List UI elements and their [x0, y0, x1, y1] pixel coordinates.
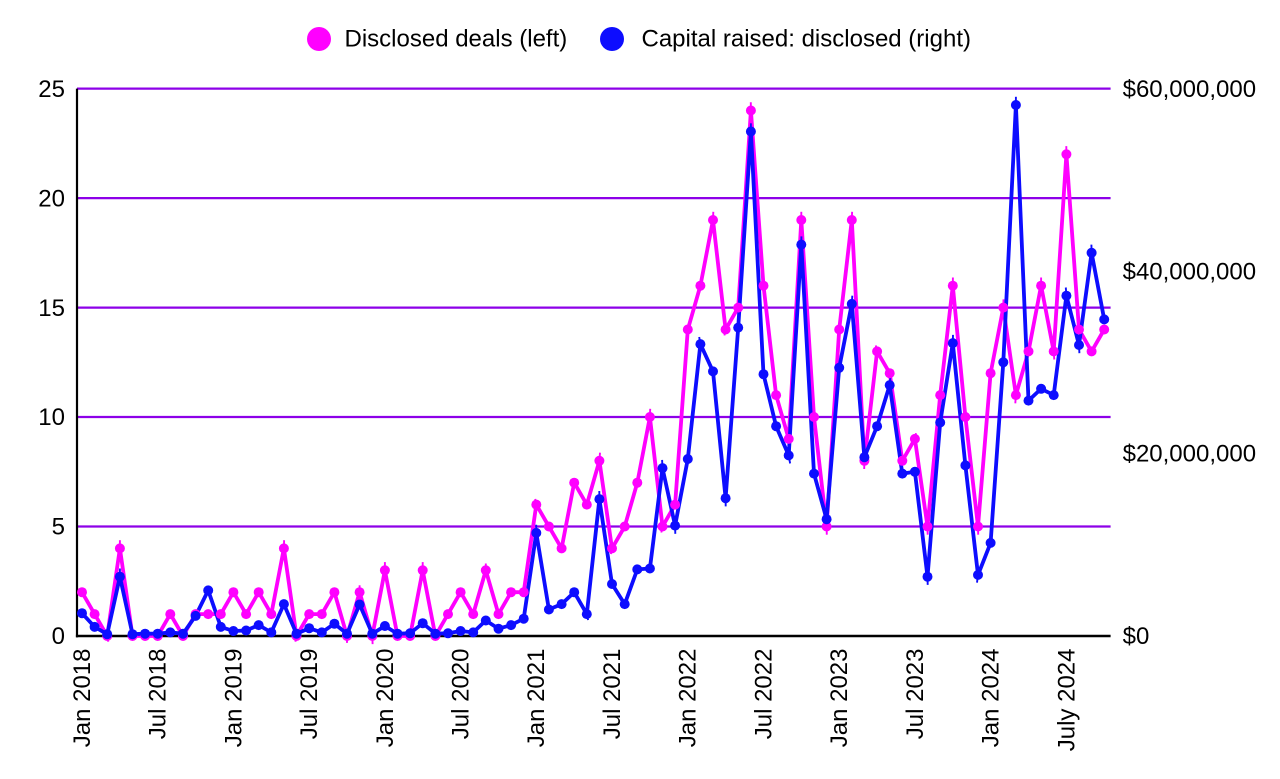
svg-text:$60,000,000: $60,000,000 — [1123, 76, 1256, 103]
svg-text:Jan 2020: Jan 2020 — [372, 649, 399, 748]
svg-text:Jul 2022: Jul 2022 — [750, 649, 777, 740]
svg-text:Jul 2020: Jul 2020 — [448, 649, 475, 740]
svg-text:Jul 2021: Jul 2021 — [599, 649, 626, 740]
svg-text:Disclosed deals (left): Disclosed deals (left) — [345, 25, 568, 52]
svg-text:Jul 2023: Jul 2023 — [902, 649, 929, 740]
svg-text:Capital raised: disclosed (rig: Capital raised: disclosed (right) — [642, 25, 971, 52]
svg-text:Jul 2018: Jul 2018 — [145, 649, 172, 740]
svg-text:Jan 2024: Jan 2024 — [978, 649, 1005, 748]
svg-text:20: 20 — [38, 185, 65, 212]
svg-text:$40,000,000: $40,000,000 — [1123, 258, 1256, 285]
svg-text:Jul 2019: Jul 2019 — [296, 649, 323, 740]
svg-text:$0: $0 — [1123, 623, 1150, 650]
svg-text:5: 5 — [52, 514, 65, 541]
svg-text:July 2024: July 2024 — [1053, 649, 1080, 752]
svg-text:Jan 2021: Jan 2021 — [523, 649, 550, 748]
svg-text:25: 25 — [38, 76, 65, 103]
svg-text:0: 0 — [52, 623, 65, 650]
svg-text:15: 15 — [38, 295, 65, 322]
svg-text:$20,000,000: $20,000,000 — [1123, 441, 1256, 468]
svg-text:Jan 2022: Jan 2022 — [675, 649, 702, 748]
svg-text:10: 10 — [38, 404, 65, 431]
svg-text:Jan 2023: Jan 2023 — [826, 649, 853, 748]
svg-text:Jan 2019: Jan 2019 — [220, 649, 247, 748]
svg-text:Jan 2018: Jan 2018 — [69, 649, 96, 748]
